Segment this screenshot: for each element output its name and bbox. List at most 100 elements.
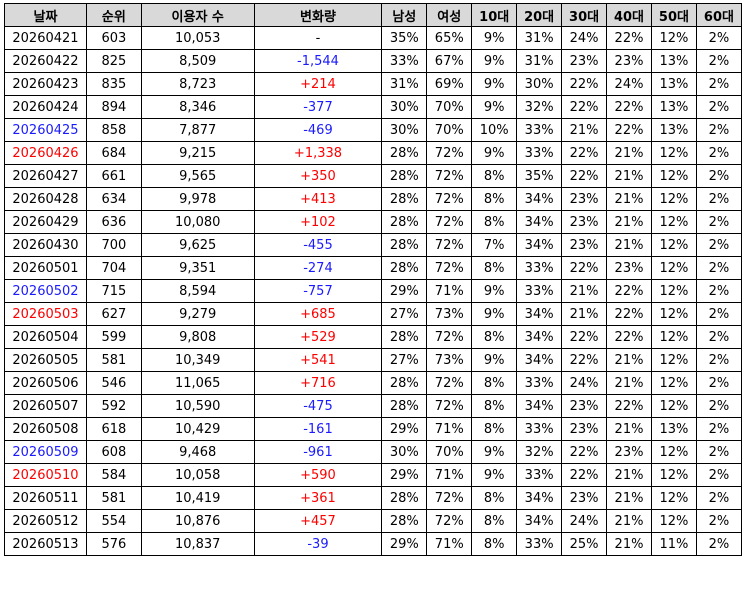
age-60s-cell: 2% — [695, 463, 742, 487]
age-20s-cell: 33% — [516, 463, 563, 487]
age-60s-cell: 2% — [695, 95, 742, 119]
age-10s-cell: 9% — [471, 302, 518, 326]
date-cell: 20260428 — [4, 187, 87, 211]
age-60s-cell: 2% — [695, 348, 742, 372]
age-60s-cell: 2% — [695, 141, 742, 165]
age-20s-cell: 34% — [516, 233, 563, 257]
age-60s-cell: 2% — [695, 279, 742, 303]
age-50s-cell: 12% — [650, 187, 697, 211]
age-30s-cell: 22% — [561, 164, 608, 188]
age-60s-cell: 2% — [695, 509, 742, 533]
header-date: 날짜 — [4, 3, 87, 27]
rank-cell: 894 — [85, 95, 142, 119]
female-cell: 72% — [426, 486, 473, 510]
female-cell: 65% — [426, 26, 473, 50]
male-cell: 28% — [381, 187, 428, 211]
date-cell: 20260511 — [4, 486, 87, 510]
rank-cell: 581 — [85, 348, 142, 372]
users-cell: 7,877 — [140, 118, 255, 142]
table-row: 20260426 684 9,215 +1,338 28% 72% 9% 33% 22% 21% 1… — [4, 141, 742, 165]
age-10s-cell: 9% — [471, 440, 518, 464]
female-cell: 71% — [426, 463, 473, 487]
users-cell: 8,346 — [140, 95, 255, 119]
table-row: 20260507 592 10,590 -475 28% 72% 8% 34% 23% 22% 12… — [4, 394, 742, 418]
date-cell: 20260509 — [4, 440, 87, 464]
age-20s-cell: 32% — [516, 440, 563, 464]
date-cell: 20260507 — [4, 394, 87, 418]
age-40s-cell: 21% — [606, 348, 652, 372]
age-30s-cell: 23% — [561, 187, 608, 211]
age-40s-cell: 22% — [606, 26, 652, 50]
table-row: 20260511 581 10,419 +361 28% 72% 8% 34% 23% 21% 12… — [4, 486, 742, 510]
male-cell: 28% — [381, 371, 428, 395]
rank-cell: 858 — [85, 118, 142, 142]
age-40s-cell: 23% — [606, 49, 652, 73]
change-cell: -455 — [253, 233, 383, 257]
age-60s-cell: 2% — [695, 187, 742, 211]
age-40s-cell: 22% — [606, 279, 652, 303]
date-cell: 20260430 — [4, 233, 87, 257]
table-row: 20260430 700 9,625 -455 28% 72% 7% 34% 23% 21% 12%… — [4, 233, 742, 257]
change-cell: +716 — [253, 371, 383, 395]
change-cell: -274 — [253, 256, 383, 280]
date-cell: 20260504 — [4, 325, 87, 349]
age-30s-cell: 22% — [561, 325, 608, 349]
age-50s-cell: 12% — [650, 394, 697, 418]
male-cell: 27% — [381, 302, 428, 326]
users-cell: 10,349 — [140, 348, 255, 372]
change-cell: +102 — [253, 210, 383, 234]
age-20s-cell: 31% — [516, 49, 563, 73]
date-cell: 20260425 — [4, 118, 87, 142]
age-50s-cell: 12% — [650, 233, 697, 257]
age-40s-cell: 22% — [606, 394, 652, 418]
age-60s-cell: 2% — [695, 164, 742, 188]
age-40s-cell: 22% — [606, 118, 652, 142]
age-10s-cell: 9% — [471, 141, 518, 165]
female-cell: 72% — [426, 233, 473, 257]
header-rank: 순위 — [85, 3, 142, 27]
age-40s-cell: 21% — [606, 164, 652, 188]
change-cell: -39 — [253, 532, 383, 556]
users-cell: 9,279 — [140, 302, 255, 326]
age-40s-cell: 21% — [606, 210, 652, 234]
age-30s-cell: 23% — [561, 486, 608, 510]
date-cell: 20260501 — [4, 256, 87, 280]
table-row: 20260425 858 7,877 -469 30% 70% 10% 33% 21% 22% 13… — [4, 118, 742, 142]
age-30s-cell: 22% — [561, 95, 608, 119]
change-cell: +685 — [253, 302, 383, 326]
male-cell: 29% — [381, 417, 428, 441]
header-change: 변화량 — [253, 3, 383, 27]
table-row: 20260510 584 10,058 +590 29% 71% 9% 33% 22% 21% 12… — [4, 463, 742, 487]
age-40s-cell: 22% — [606, 95, 652, 119]
header-age-40s: 40대 — [606, 3, 652, 27]
age-30s-cell: 23% — [561, 49, 608, 73]
age-10s-cell: 9% — [471, 279, 518, 303]
female-cell: 72% — [426, 394, 473, 418]
users-cell: 10,429 — [140, 417, 255, 441]
age-20s-cell: 34% — [516, 394, 563, 418]
rank-cell: 576 — [85, 532, 142, 556]
rank-cell: 661 — [85, 164, 142, 188]
age-20s-cell: 33% — [516, 279, 563, 303]
table-row: 20260423 835 8,723 +214 31% 69% 9% 30% 22% 24% 13%… — [4, 72, 742, 96]
age-50s-cell: 12% — [650, 210, 697, 234]
male-cell: 28% — [381, 141, 428, 165]
table-row: 20260506 546 11,065 +716 28% 72% 8% 33% 24% 21% 12… — [4, 371, 742, 395]
age-10s-cell: 10% — [471, 118, 518, 142]
age-40s-cell: 22% — [606, 302, 652, 326]
rank-cell: 592 — [85, 394, 142, 418]
female-cell: 72% — [426, 187, 473, 211]
male-cell: 29% — [381, 463, 428, 487]
table-row: 20260508 618 10,429 -161 29% 71% 8% 33% 23% 21% 13… — [4, 417, 742, 441]
table-row: 20260503 627 9,279 +685 27% 73% 9% 34% 21% 22% 12%… — [4, 302, 742, 326]
age-20s-cell: 33% — [516, 417, 563, 441]
rank-cell: 546 — [85, 371, 142, 395]
age-30s-cell: 21% — [561, 118, 608, 142]
age-10s-cell: 8% — [471, 394, 518, 418]
users-cell: 11,065 — [140, 371, 255, 395]
table-row: 20260501 704 9,351 -274 28% 72% 8% 33% 22% 23% 12%… — [4, 256, 742, 280]
table-body: 20260421 603 10,053-35% 65% 9% 31% 24% 22% 12% 2%… — [4, 26, 742, 556]
age-40s-cell: 23% — [606, 440, 652, 464]
age-50s-cell: 13% — [650, 118, 697, 142]
age-50s-cell: 12% — [650, 486, 697, 510]
